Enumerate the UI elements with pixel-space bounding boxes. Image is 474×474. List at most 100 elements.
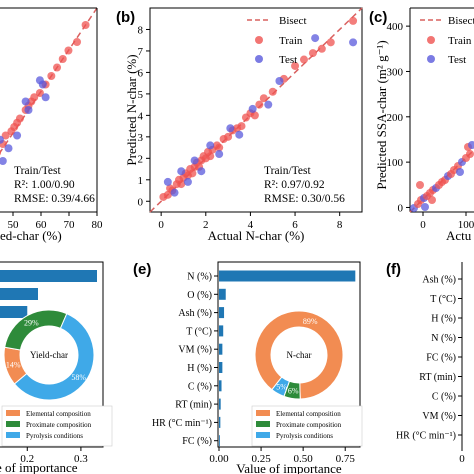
- panel-d-donut: 14% 29% 58%: [3, 309, 95, 401]
- panel-b-test-point: [248, 104, 257, 113]
- legend-c-bisect-label: Bisect: [448, 15, 474, 27]
- panel-c-x-tick-label: 100: [458, 219, 474, 231]
- panel-e-x-tick-label: 0.75: [336, 453, 356, 465]
- panel-c-y-tick-label: 0: [398, 202, 404, 214]
- panel-b-y-tick-label: 7: [138, 46, 144, 58]
- panel-b-annotation-line1: Train/Test: [264, 165, 311, 177]
- panel-f-category-label: FC (%): [426, 353, 456, 364]
- panel-d-legend-swatch: [6, 410, 20, 416]
- panel-b-test-point: [275, 77, 284, 86]
- panel-a-annotation-line3: RMSE: 0.39/4.66: [14, 193, 95, 205]
- panel-b-y-tick-label: 2: [138, 153, 144, 165]
- panel-e-bar: [219, 435, 220, 447]
- panel-e-category-label: HR (°C min⁻¹): [152, 418, 212, 429]
- panel-a: 50 60 70 80 Train/Test R²: 1.00/0.90 RMSE: …: [0, 7, 104, 243]
- panel-b-train-point: [215, 143, 224, 152]
- panel-b-x-tick-label: 6: [292, 219, 298, 231]
- panel-d-legend-label: Elemental composition: [26, 410, 91, 418]
- panel-d-donut-slice: [13, 313, 95, 401]
- panel-b-train-point: [177, 180, 186, 189]
- panel-f-category-label: H (%): [431, 314, 456, 325]
- panel-e-donut-label: 6%: [288, 387, 299, 396]
- panel-a-x-tick-label: 60: [36, 219, 48, 231]
- panel-b-train-point: [224, 132, 233, 141]
- panel-b-annotation-line2: R²: 0.97/0.92: [264, 179, 325, 191]
- panel-b-tick-group: 0 2 4 6 8 0 1 2 3 4 5 6 7 8: [138, 24, 343, 231]
- panel-b-train-point: [326, 38, 335, 47]
- legend-c-test-swatch: [427, 55, 435, 63]
- panel-c-letter: (c): [369, 9, 387, 26]
- panel-a-test-point: [24, 106, 33, 114]
- panel-c-train-point: [466, 150, 474, 158]
- panel-b-train-point: [255, 100, 264, 109]
- panel-a-x-tick-label: 80: [92, 219, 104, 231]
- panel-c-y-tick-label: 400: [387, 21, 404, 33]
- panel-f-category-label: RT (min): [419, 372, 456, 383]
- panel-e-bar: [219, 325, 224, 337]
- panel-d-legend-box: [1, 405, 113, 447]
- panel-a-test-point: [38, 80, 47, 89]
- panel-a-test-point: [0, 135, 4, 144]
- panel-c-y-tick-label: 200: [387, 112, 404, 124]
- panel-c-y-tick-label: 100: [387, 157, 404, 169]
- panel-d-donut-label: 58%: [71, 373, 86, 382]
- panel-e-legend-swatch: [256, 410, 270, 416]
- panel-b-test-point: [170, 188, 179, 197]
- panel-d-xlabel: e of importance: [0, 460, 78, 474]
- panel-f-category-label: HR (°C min⁻¹): [396, 431, 456, 442]
- panel-b-train-point: [308, 49, 317, 58]
- legend-c-train-swatch: [427, 36, 435, 44]
- panel-a-train-point: [64, 46, 73, 55]
- panel-e-category-label: H (%): [187, 363, 212, 374]
- panel-e-category-label: RT (min): [175, 400, 212, 411]
- panel-b-train-point: [317, 44, 326, 53]
- panel-a-train-point: [47, 72, 56, 80]
- panel-b-test-point: [190, 156, 199, 165]
- panel-e-category-label: N (%): [187, 272, 212, 283]
- panel-e-category-label: C (%): [188, 381, 212, 392]
- panel-f-category-label: Ash (%): [422, 275, 456, 286]
- panel-b-test-point: [226, 124, 235, 133]
- panel-a-train-point: [15, 114, 24, 123]
- panel-d-legend-label: Proximate composition: [26, 421, 92, 429]
- panel-a-train-point: [30, 93, 39, 102]
- panel-e-legend: Elemental composition Proximate compositi…: [251, 405, 363, 447]
- panel-b-ylabel: Predicted N-char (%): [124, 54, 139, 165]
- panel-b-train-point: [237, 122, 246, 131]
- panel-d-bar: [0, 270, 97, 282]
- panel-e-plot-frame: [217, 261, 361, 448]
- panel-a-tick-group: 50 60 70 80: [8, 212, 104, 231]
- panel-b-y-tick-label: 4: [138, 110, 144, 122]
- panel-b-y-tick-label: 6: [138, 67, 144, 79]
- panel-e-donut-slice: [254, 310, 344, 400]
- panel-e-letter: (e): [133, 261, 151, 278]
- panel-b-test-point: [183, 177, 192, 186]
- panel-e-category-label: Ash (%): [178, 308, 212, 319]
- legend-c-test-label: Test: [448, 54, 466, 66]
- panel-c-train-point: [428, 196, 436, 204]
- panel-e-donut-center: N-char: [287, 350, 312, 360]
- panel-d-bars: [0, 270, 97, 318]
- panel-a-train-point: [1, 131, 10, 140]
- panel-b-bisect-line: [149, 7, 363, 213]
- panel-b-letter: (b): [116, 9, 135, 26]
- panel-e-legend-swatch: [256, 432, 270, 438]
- panel-f-tick-group: 0: [459, 447, 465, 465]
- panel-f: (f) Ash (%) T (°C) H (%) N (%) FC (%) RT (min…: [386, 261, 465, 465]
- panel-c-test-point: [468, 141, 474, 149]
- panel-b-x-tick-label: 0: [158, 219, 164, 231]
- panel-e-bar: [219, 270, 356, 282]
- panel-b-train-point: [291, 61, 300, 70]
- panel-a-train-point: [0, 149, 2, 156]
- legend-c-train-label: Train: [448, 35, 472, 47]
- panel-b-plot-frame: [149, 7, 363, 213]
- legend-train-label: Train: [279, 35, 303, 47]
- panel-b-train-point: [349, 16, 358, 25]
- panel-e-bar: [219, 416, 221, 428]
- panel-d-bar: [0, 306, 28, 318]
- panel-f-category-label: N (%): [431, 333, 456, 344]
- panel-b-train-point: [188, 169, 197, 178]
- panel-e-category-label: FC (%): [182, 436, 212, 447]
- panel-e-x-tick-label: 0.00: [209, 453, 229, 465]
